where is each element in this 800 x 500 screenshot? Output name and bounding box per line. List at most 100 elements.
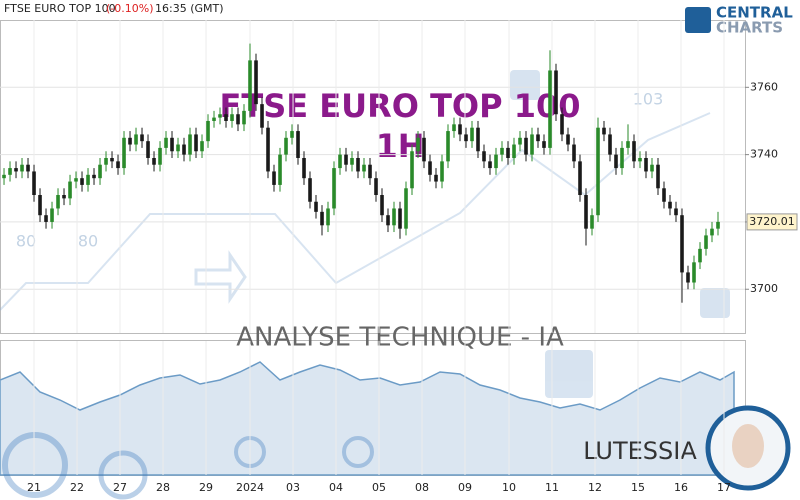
candle-body: [452, 124, 456, 132]
y-tick-label: 3740: [750, 148, 778, 161]
candle-body: [590, 215, 594, 229]
candle-body: [236, 114, 240, 125]
candle-body: [530, 134, 534, 155]
candle-body: [212, 117, 216, 121]
candle-body: [398, 208, 402, 229]
candle-body: [230, 114, 234, 121]
candle-body: [380, 195, 384, 216]
candle-body: [566, 134, 570, 145]
candle-body: [164, 137, 168, 148]
candle-body: [80, 178, 84, 185]
header-change: (-0.10%): [106, 2, 154, 15]
last-price-box: [746, 213, 798, 231]
candle-body: [542, 141, 546, 148]
candle-body: [218, 114, 222, 118]
candle-body: [98, 164, 102, 179]
candle-body: [404, 188, 408, 229]
candle-body: [92, 174, 96, 179]
x-tick-label: 10: [502, 481, 516, 494]
arrow-icon: [194, 250, 247, 304]
x-tick-label: 16: [674, 481, 688, 494]
header-name: FTSE EURO TOP 100: [4, 2, 116, 15]
candle-body: [128, 137, 132, 145]
candle-body: [578, 161, 582, 196]
candle-body: [206, 120, 210, 142]
watermark-number: 103: [633, 90, 664, 109]
candle-body: [392, 208, 396, 226]
candle-body: [524, 137, 528, 155]
logo-text: CENTRAL: [716, 4, 793, 22]
candle-body: [308, 178, 312, 202]
candle-body: [290, 131, 294, 138]
logo-text: CHARTS: [716, 19, 783, 37]
candle-body: [296, 131, 300, 158]
candle-body: [344, 154, 348, 165]
price-panel: [0, 20, 746, 334]
candle-body: [458, 124, 462, 135]
candle-body: [512, 144, 516, 158]
candle-body: [446, 131, 450, 162]
arrow-circle: [98, 450, 148, 500]
candle-body: [254, 60, 258, 105]
candle-body: [368, 164, 372, 179]
candle-body: [356, 157, 360, 172]
candle-body: [134, 134, 138, 145]
last-price-label: 3720.01: [749, 215, 795, 228]
candle-body: [674, 208, 678, 216]
candle-body: [476, 127, 480, 152]
lower-panel-area: [0, 361, 735, 476]
watermark-brand: LUTESSIA: [583, 437, 697, 465]
candle-body: [584, 195, 588, 229]
candle-body: [326, 208, 330, 226]
candle-body: [86, 174, 90, 185]
candle-body: [614, 154, 618, 169]
candle-body: [314, 201, 318, 212]
candle-body: [470, 127, 474, 142]
y-tick-label: 3760: [750, 80, 778, 93]
candle-body: [518, 137, 522, 145]
x-tick-label: 22: [70, 481, 84, 494]
candle-body: [20, 164, 24, 172]
candle-body: [506, 147, 510, 158]
candle-body: [44, 215, 48, 222]
candle-body: [422, 137, 426, 162]
candle-body: [122, 137, 126, 169]
candle-body: [224, 114, 228, 121]
candle-body: [494, 154, 498, 169]
candle-body: [242, 110, 246, 125]
candle-body: [332, 168, 336, 209]
candle-body: [632, 141, 636, 162]
x-tick-label: 21: [27, 481, 41, 494]
x-tick-label: 04: [329, 481, 343, 494]
x-tick-label: 15: [631, 481, 645, 494]
candle-body: [698, 248, 702, 263]
arrow-circle: [342, 436, 374, 468]
candle-body: [50, 208, 54, 222]
candle-body: [74, 178, 78, 182]
candle-body: [176, 144, 180, 152]
candle-body: [410, 151, 414, 189]
candle-body: [620, 147, 624, 169]
watermark-analysis: ANALYSE TECHNIQUE - IA: [236, 323, 564, 353]
watermark-number: 80: [78, 232, 98, 251]
candle-body: [434, 174, 438, 182]
x-tick-label: 11: [545, 481, 559, 494]
candle-body: [374, 178, 378, 196]
arrow-circle: [2, 432, 68, 498]
candle-body: [110, 157, 114, 162]
candle-body: [8, 168, 12, 175]
candle-body: [680, 215, 684, 273]
x-tick-label: 28: [156, 481, 170, 494]
x-tick-label: 2024: [236, 481, 264, 494]
candle-body: [572, 144, 576, 162]
candle-body: [668, 201, 672, 209]
x-tick-label: 12: [588, 481, 602, 494]
candle-body: [704, 235, 708, 249]
chart-icon: [700, 288, 730, 318]
candle-body: [182, 144, 186, 155]
candle-body: [266, 127, 270, 172]
candle-body: [302, 157, 306, 179]
x-tick-label: 09: [458, 481, 472, 494]
doc-icon: [545, 350, 593, 398]
candle-body: [170, 137, 174, 152]
